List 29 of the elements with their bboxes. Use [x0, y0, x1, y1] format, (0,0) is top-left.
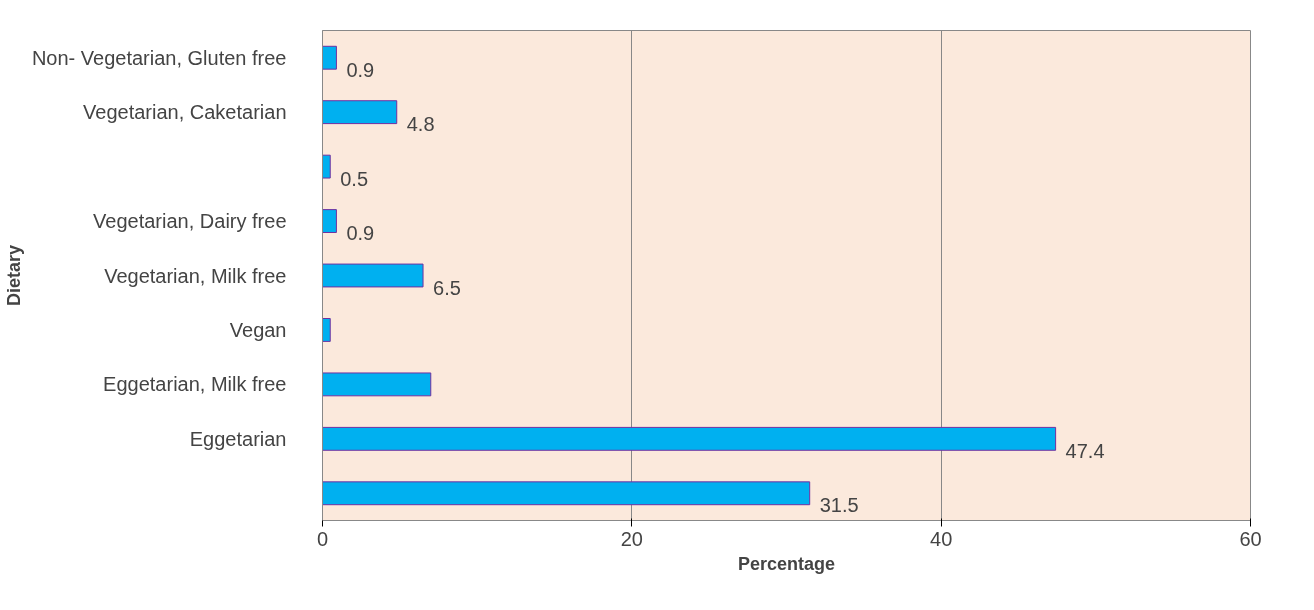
data-label: 4.8	[406, 113, 435, 136]
bar	[322, 100, 398, 125]
bar	[322, 426, 1057, 451]
y-tick-label: Eggetarian	[189, 427, 287, 450]
bar	[322, 318, 331, 342]
y-tick-label: Vegetarian, Dairy free	[93, 210, 287, 233]
bar	[322, 45, 337, 70]
bar	[322, 154, 331, 179]
x-tick-label: 60	[1239, 527, 1262, 550]
data-label: 0.5	[340, 167, 369, 190]
y-tick-label: Eggetarian, Milk free	[103, 373, 287, 396]
bar	[322, 263, 424, 288]
y-tick-label: Non- Vegetarian, Gluten free	[31, 46, 287, 69]
data-label: 47.4	[1065, 439, 1105, 462]
y-tick-label: Vegetarian, Milk free	[104, 264, 287, 287]
bar	[322, 481, 811, 506]
y-tick-label: Vegan	[229, 318, 287, 341]
y-tick-label: Vegetarian, Caketarian	[83, 101, 287, 124]
y-axis-title: Dietary	[3, 244, 24, 307]
data-label: 0.9	[346, 222, 375, 245]
bar	[322, 209, 337, 233]
data-label: 6.5	[433, 276, 461, 299]
data-label: 31.5	[819, 494, 859, 517]
x-axis-title: Percentage	[737, 553, 836, 574]
bar	[322, 372, 432, 397]
x-tick-label: 40	[930, 527, 953, 550]
data-label: 0.9	[346, 58, 375, 81]
x-tick-label: 20	[620, 527, 643, 550]
x-tick-label: 0	[316, 527, 329, 550]
